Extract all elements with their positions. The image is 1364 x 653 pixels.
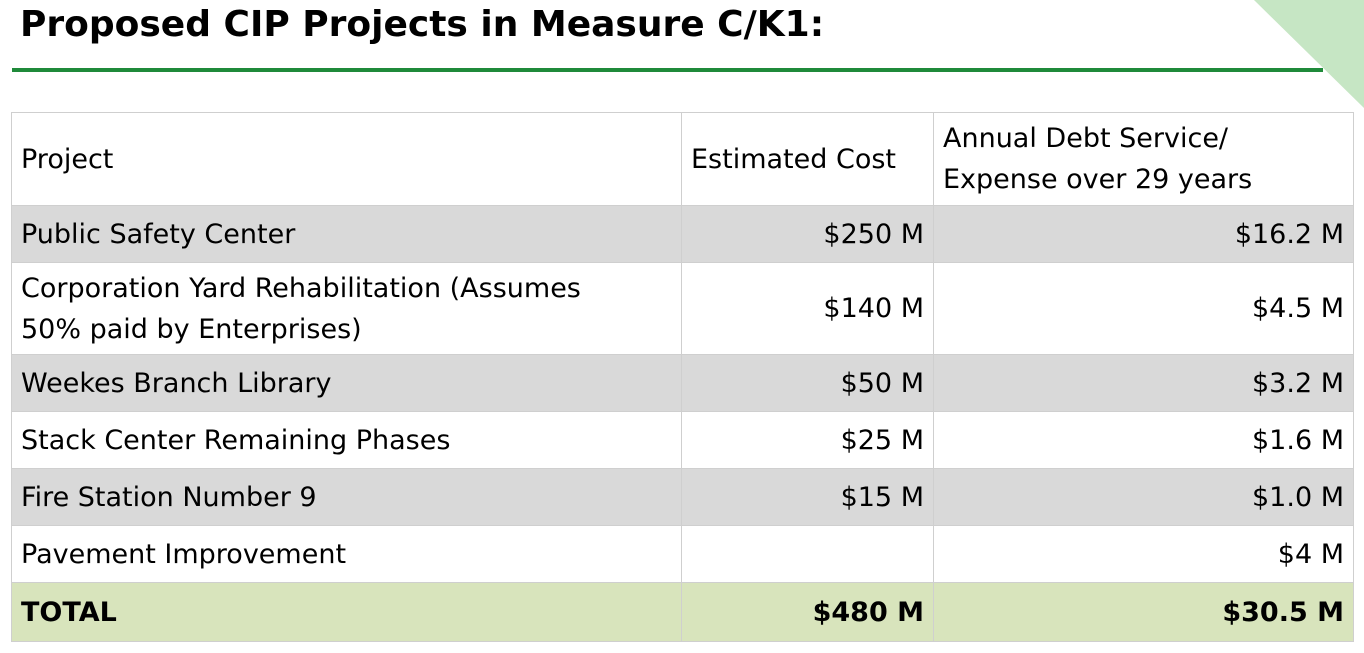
table-row: Public Safety Center $250 M $16.2 M [11, 205, 1354, 263]
header-estimated-cost: Estimated Cost [681, 112, 934, 206]
cip-projects-table: Project Estimated Cost Annual Debt Servi… [11, 112, 1354, 642]
header-annual-debt: Annual Debt Service/Expense over 29 year… [933, 112, 1354, 206]
cost-cell: $25 M [681, 411, 934, 469]
project-cell: Weekes Branch Library [11, 354, 682, 412]
project-cell: Fire Station Number 9 [11, 468, 682, 526]
project-line2: 50% paid by Enterprises) [21, 313, 362, 345]
table-row: Weekes Branch Library $50 M $3.2 M [11, 354, 1354, 412]
table-row: Fire Station Number 9 $15 M $1.0 M [11, 468, 1354, 526]
table-row: Pavement Improvement $4 M [11, 525, 1354, 583]
total-cost: $480 M [681, 582, 934, 642]
corner-decoration [1254, 0, 1364, 108]
project-cell: Corporation Yard Rehabilitation (Assumes… [11, 262, 682, 355]
table-header-row: Project Estimated Cost Annual Debt Servi… [11, 112, 1354, 206]
cost-cell: $50 M [681, 354, 934, 412]
debt-cell: $4.5 M [933, 262, 1354, 355]
header-project: Project [11, 112, 682, 206]
cost-cell: $140 M [681, 262, 934, 355]
cost-cell: $15 M [681, 468, 934, 526]
cost-cell: $250 M [681, 205, 934, 263]
debt-cell: $1.0 M [933, 468, 1354, 526]
page-title: Proposed CIP Projects in Measure C/K1: [20, 4, 825, 45]
total-row: TOTAL $480 M $30.5 M [11, 582, 1354, 642]
total-label: TOTAL [11, 582, 682, 642]
project-cell: Pavement Improvement [11, 525, 682, 583]
debt-cell: $1.6 M [933, 411, 1354, 469]
title-underline [12, 68, 1323, 72]
debt-cell: $4 M [933, 525, 1354, 583]
total-debt: $30.5 M [933, 582, 1354, 642]
cost-cell [681, 525, 934, 583]
project-cell: Public Safety Center [11, 205, 682, 263]
header-annual-debt-line2: Expense over 29 years [943, 164, 1253, 195]
table-row: Stack Center Remaining Phases $25 M $1.6… [11, 411, 1354, 469]
table-row: Corporation Yard Rehabilitation (Assumes… [11, 262, 1354, 355]
debt-cell: $3.2 M [933, 354, 1354, 412]
header-annual-debt-line1: Annual Debt Service/ [943, 123, 1229, 154]
project-line1: Corporation Yard Rehabilitation (Assumes [21, 272, 581, 304]
debt-cell: $16.2 M [933, 205, 1354, 263]
project-cell: Stack Center Remaining Phases [11, 411, 682, 469]
